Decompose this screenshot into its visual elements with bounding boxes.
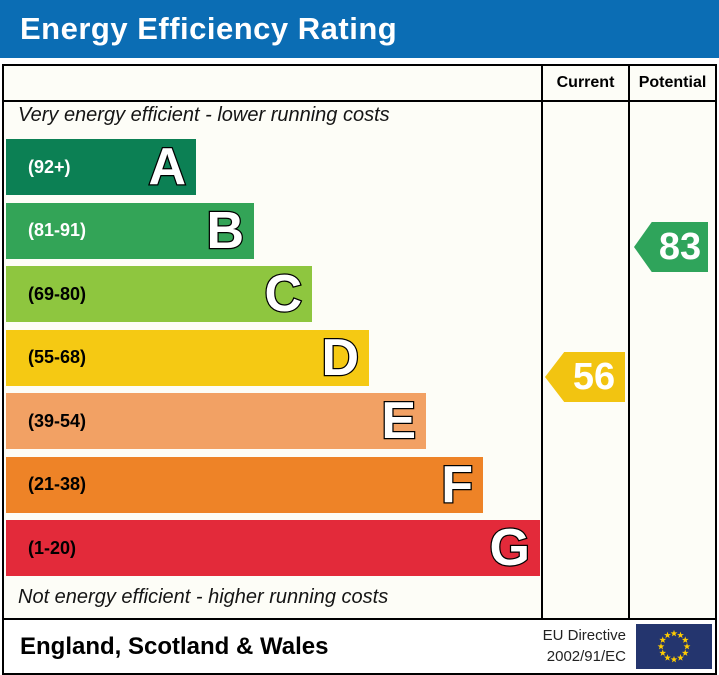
- column-divider-current: [541, 66, 543, 618]
- table-header-row: Current Potential: [4, 66, 715, 102]
- band-f: (21-38) F: [6, 455, 483, 514]
- energy-rating-table: Current Potential Very energy efficient …: [2, 64, 717, 620]
- eu-flag-icon: [636, 624, 712, 669]
- header-potential: Potential: [638, 74, 707, 91]
- band-d: (55-68) D: [6, 328, 369, 387]
- region-label: England, Scotland & Wales: [20, 632, 329, 660]
- band-a-range: (92+): [28, 156, 71, 177]
- band-b: (81-91) B: [6, 201, 254, 260]
- eu-directive-text: EU Directive 2002/91/EC: [543, 626, 626, 667]
- band-c-range: (69-80): [28, 283, 87, 304]
- eu-flag-stars: [657, 629, 691, 663]
- band-e-range: (39-54): [28, 410, 87, 431]
- band-f-letter: F: [440, 455, 474, 514]
- efficiency-note-top: Very energy efficient - lower running co…: [18, 104, 390, 126]
- band-e-letter: E: [380, 392, 417, 450]
- band-d-letter: D: [320, 328, 360, 387]
- band-a: (92+) A: [6, 139, 196, 195]
- band-g-range: (1-20): [28, 537, 77, 558]
- efficiency-note-bottom: Not energy efficient - higher running co…: [18, 586, 389, 608]
- band-c: (69-80) C: [6, 266, 312, 322]
- band-c-letter: C: [263, 265, 303, 323]
- potential-rating-marker: 83: [634, 222, 708, 272]
- title-bar: Energy Efficiency Rating: [0, 0, 719, 58]
- current-rating-value: 56: [572, 355, 616, 398]
- potential-rating-value: 83: [658, 225, 702, 268]
- band-e: (39-54) E: [6, 393, 426, 449]
- band-g: (1-20) G: [6, 520, 540, 576]
- band-b-range: (81-91): [28, 220, 87, 240]
- rating-bands: (92+) A (81-91) B (69-80) C (55-68) D (3…: [6, 139, 540, 584]
- current-rating-marker: 56: [545, 352, 625, 402]
- column-divider-potential: [628, 66, 630, 618]
- band-b-letter: B: [205, 201, 245, 260]
- band-d-range: (55-68): [28, 347, 87, 367]
- band-a-letter: A: [147, 138, 187, 196]
- footer: England, Scotland & Wales EU Directive 2…: [2, 620, 717, 675]
- band-f-range: (21-38): [28, 474, 87, 494]
- header-current: Current: [556, 74, 615, 91]
- eu-directive-line1: EU Directive: [542, 627, 626, 645]
- page-title: Energy Efficiency Rating: [20, 11, 398, 46]
- band-g-letter: G: [488, 519, 531, 577]
- eu-directive-line2: 2002/91/EC: [546, 647, 626, 665]
